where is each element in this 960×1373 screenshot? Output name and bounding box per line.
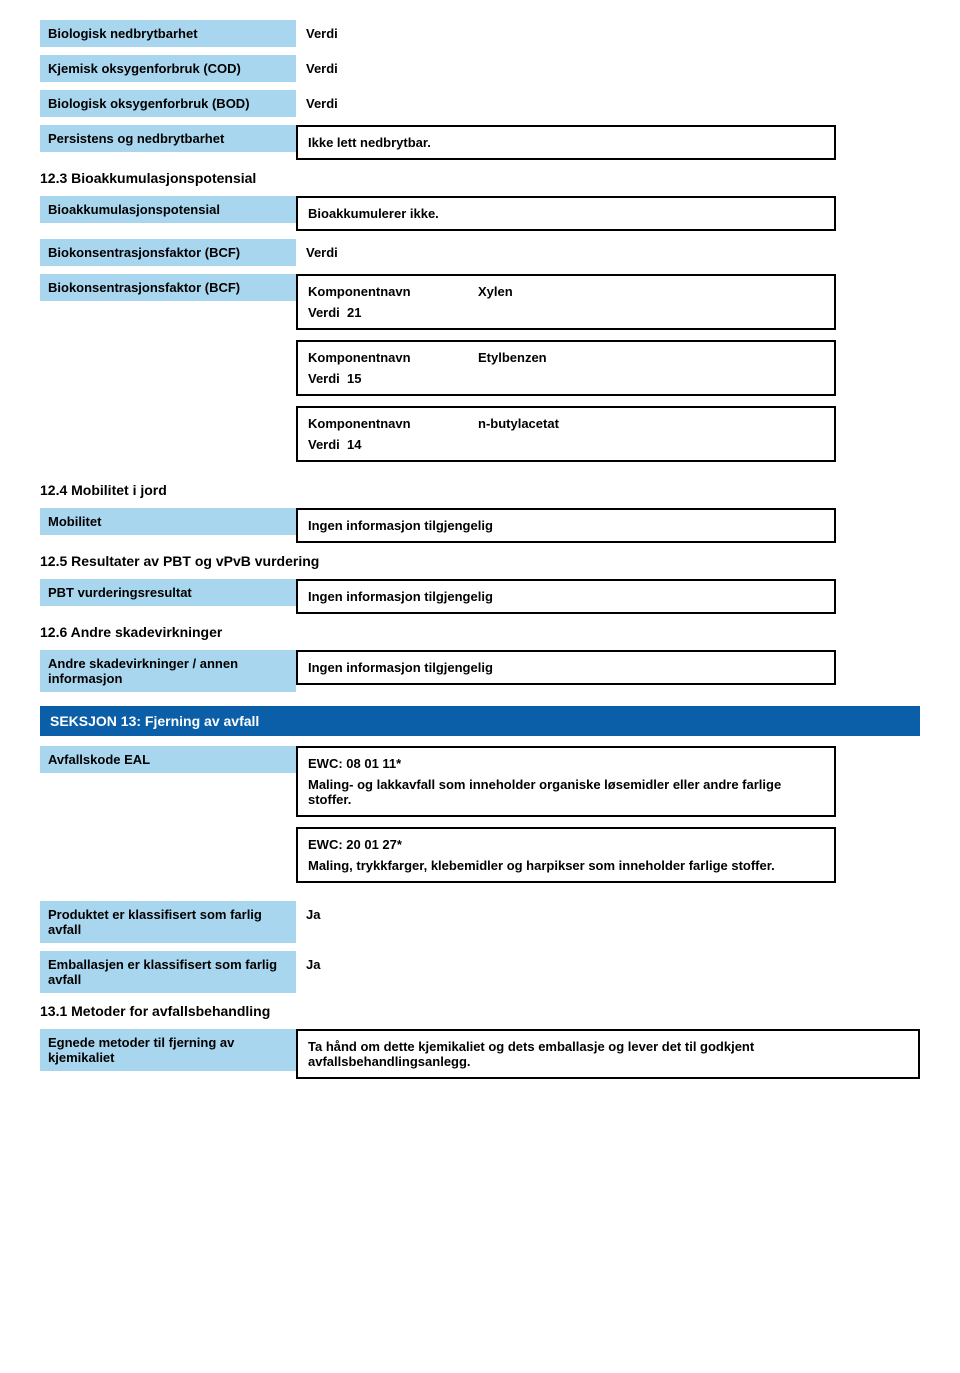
eal-block-2: EWC: 20 01 27* Maling, trykkfarger, kleb… bbox=[296, 827, 836, 883]
bcf2-label: Biokonsentrasjonsfaktor (BCF) bbox=[40, 274, 296, 301]
bioaccum-value: Bioakkumulerer ikke. bbox=[296, 196, 836, 231]
bod-value: Verdi bbox=[296, 90, 920, 117]
mobility-label: Mobilitet bbox=[40, 508, 296, 535]
comp-name-value-1: Etylbenzen bbox=[478, 350, 547, 365]
heading-13-1: 13.1 Metoder for avfallsbehandling bbox=[40, 1003, 920, 1019]
pbt-value: Ingen informasjon tilgjengelig bbox=[296, 579, 836, 614]
eal-text-1: Maling- og lakkavfall som inneholder org… bbox=[308, 777, 824, 807]
comp-verdi-label-0: Verdi bbox=[308, 305, 340, 320]
other-effects-value: Ingen informasjon tilgjengelig bbox=[296, 650, 836, 685]
bio-degrad-label: Biologisk nedbrytbarhet bbox=[40, 20, 296, 47]
product-hazardous-value: Ja bbox=[296, 901, 920, 928]
section-13-title: SEKSJON 13: Fjerning av avfall bbox=[40, 706, 920, 736]
mobility-value: Ingen informasjon tilgjengelig bbox=[296, 508, 836, 543]
disposal-methods-label: Egnede metoder til fjerning av kjemikali… bbox=[40, 1029, 296, 1071]
product-hazardous-label: Produktet er klassifisert som farlig avf… bbox=[40, 901, 296, 943]
comp-name-label-0: Komponentnavn bbox=[308, 284, 478, 299]
comp-name-value-0: Xylen bbox=[478, 284, 513, 299]
comp-name-value-2: n-butylacetat bbox=[478, 416, 559, 431]
cod-value: Verdi bbox=[296, 55, 920, 82]
component-box-2: Komponentnavn n-butylacetat Verdi 14 bbox=[296, 406, 836, 462]
comp-verdi-value-2: 14 bbox=[347, 437, 361, 452]
comp-verdi-label-2: Verdi bbox=[308, 437, 340, 452]
heading-12-3: 12.3 Bioakkumulasjonspotensial bbox=[40, 170, 920, 186]
comp-name-label-2: Komponentnavn bbox=[308, 416, 478, 431]
bioaccum-label: Bioakkumulasjonspotensial bbox=[40, 196, 296, 223]
bcf1-value: Verdi bbox=[296, 239, 920, 266]
comp-verdi-value-1: 15 bbox=[347, 371, 361, 386]
component-box-1: Komponentnavn Etylbenzen Verdi 15 bbox=[296, 340, 836, 396]
comp-name-label-1: Komponentnavn bbox=[308, 350, 478, 365]
heading-12-6: 12.6 Andre skadevirkninger bbox=[40, 624, 920, 640]
heading-12-5: 12.5 Resultater av PBT og vPvB vurdering bbox=[40, 553, 920, 569]
component-box-0: Komponentnavn Xylen Verdi 21 bbox=[296, 274, 836, 330]
eal-code-1: EWC: 08 01 11* bbox=[308, 756, 824, 771]
persistence-value: Ikke lett nedbrytbar. bbox=[296, 125, 836, 160]
eal-text-2: Maling, trykkfarger, klebemidler og harp… bbox=[308, 858, 824, 873]
comp-verdi-label-1: Verdi bbox=[308, 371, 340, 386]
eal-code-2: EWC: 20 01 27* bbox=[308, 837, 824, 852]
bcf1-label: Biokonsentrasjonsfaktor (BCF) bbox=[40, 239, 296, 266]
packaging-hazardous-value: Ja bbox=[296, 951, 920, 978]
bio-degrad-value: Verdi bbox=[296, 20, 920, 47]
cod-label: Kjemisk oksygenforbruk (COD) bbox=[40, 55, 296, 82]
other-effects-label: Andre skadevirkninger / annen informasjo… bbox=[40, 650, 296, 692]
comp-verdi-value-0: 21 bbox=[347, 305, 361, 320]
packaging-hazardous-label: Emballasjen er klassifisert som farlig a… bbox=[40, 951, 296, 993]
disposal-methods-value: Ta hånd om dette kjemikaliet og dets emb… bbox=[296, 1029, 920, 1079]
pbt-label: PBT vurderingsresultat bbox=[40, 579, 296, 606]
bod-label: Biologisk oksygenforbruk (BOD) bbox=[40, 90, 296, 117]
eal-label: Avfallskode EAL bbox=[40, 746, 296, 773]
heading-12-4: 12.4 Mobilitet i jord bbox=[40, 482, 920, 498]
persistence-label: Persistens og nedbrytbarhet bbox=[40, 125, 296, 152]
eal-block-1: EWC: 08 01 11* Maling- og lakkavfall som… bbox=[296, 746, 836, 817]
